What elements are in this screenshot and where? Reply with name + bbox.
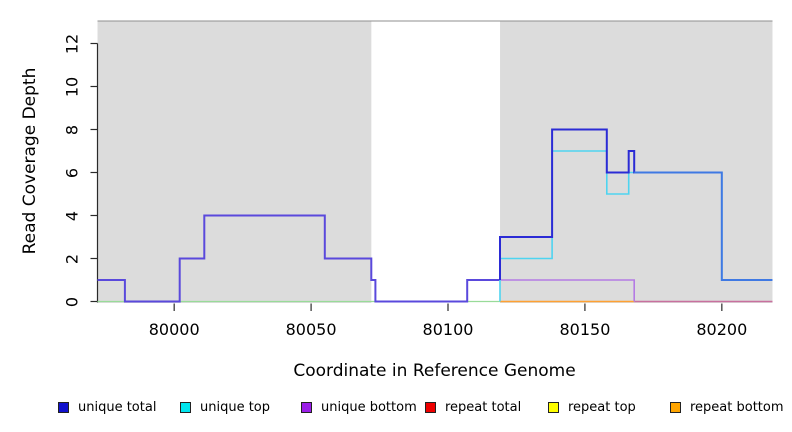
y-tick-label: 2 xyxy=(62,253,82,264)
series-line-unique-total-bright xyxy=(634,171,773,281)
x-tick-label: 80150 xyxy=(559,320,611,339)
legend-item: repeat top xyxy=(548,400,636,415)
legend-item: unique top xyxy=(180,400,270,415)
series-line-unique-bottom-purple xyxy=(500,279,635,302)
legend-swatch-icon xyxy=(58,402,69,413)
y-tick-label: 12 xyxy=(62,33,82,54)
legend-label: repeat total xyxy=(445,400,522,415)
y-tick-label: 6 xyxy=(62,167,82,178)
y-tick-label: 8 xyxy=(62,124,82,135)
x-tick-label: 80000 xyxy=(148,320,200,339)
legend-item: repeat bottom xyxy=(670,400,784,415)
series-line-unique-left-violet xyxy=(97,214,500,303)
legend-item: repeat total xyxy=(425,400,521,415)
legend-item: unique bottom xyxy=(301,400,417,415)
y-tick-label: 0 xyxy=(62,296,82,307)
legend-label: repeat bottom xyxy=(690,400,784,415)
legend-swatch-icon xyxy=(670,402,681,413)
x-tick-label: 80050 xyxy=(285,320,337,339)
legend-label: unique top xyxy=(200,400,271,415)
x-tick-label: 80100 xyxy=(422,320,474,339)
read-region-shade xyxy=(500,21,773,303)
x-axis-title: Coordinate in Reference Genome xyxy=(293,361,576,381)
legend-swatch-icon xyxy=(548,402,559,413)
x-tick-label: 80200 xyxy=(696,320,748,339)
legend-swatch-icon xyxy=(425,402,436,413)
legend-label: unique total xyxy=(78,400,157,415)
legend-swatch-icon xyxy=(180,402,191,413)
legend-item: unique total xyxy=(58,400,156,415)
y-tick-label: 4 xyxy=(62,210,82,221)
y-tick-label: 10 xyxy=(62,76,82,97)
legend-label: unique bottom xyxy=(321,400,417,415)
legend-label: repeat top xyxy=(568,400,636,415)
y-axis-title: Read Coverage Depth xyxy=(20,67,40,255)
legend-swatch-icon xyxy=(301,402,312,413)
read-region-shade xyxy=(97,21,372,303)
series-line-unique-total-blue xyxy=(499,128,636,280)
